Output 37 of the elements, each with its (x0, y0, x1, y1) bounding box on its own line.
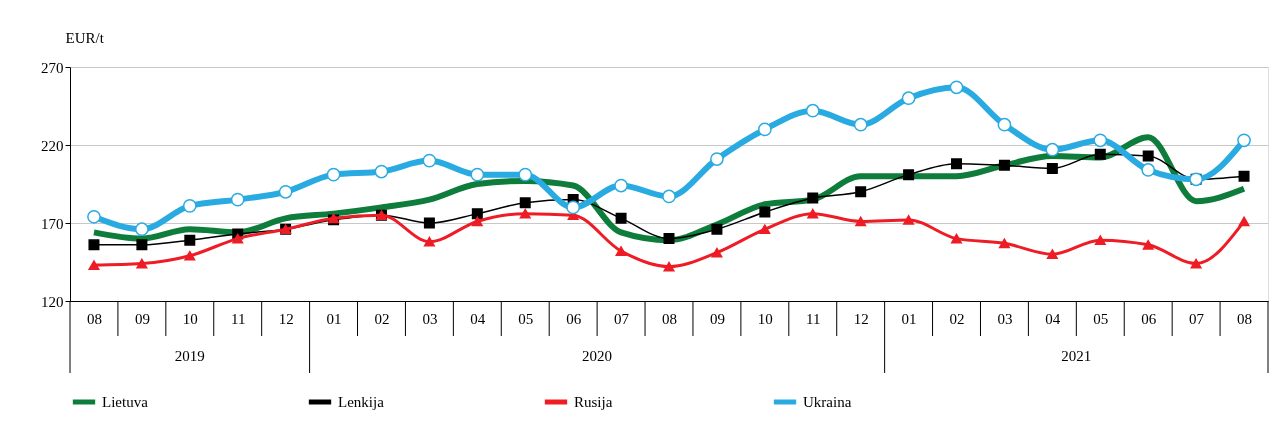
x-tick-label: 12 (278, 310, 294, 327)
x-tick-label: 05 (1093, 310, 1109, 327)
y-tick-label: 220 (41, 137, 64, 154)
text: 2019 (174, 348, 205, 364)
y-tick-label: 120 (41, 293, 64, 310)
legend-label: Ukraina (803, 394, 852, 410)
x-tick-label: 03 (422, 310, 438, 327)
x-tick-label: 08 (86, 310, 102, 327)
x-tick-label: 06 (566, 310, 582, 327)
text: 2020 (582, 348, 613, 364)
x-tick-label: 01 (901, 310, 917, 327)
x-tick-label: 02 (374, 310, 390, 327)
x-tick-label: 11 (806, 310, 821, 327)
x-tick-label: 08 (662, 310, 677, 327)
text: 2021 (1061, 348, 1092, 364)
y-axis-title: EUR/t (65, 29, 105, 46)
x-tick-label: 02 (949, 310, 965, 327)
x-tick-label: 09 (134, 310, 150, 327)
x-tick-label: 12 (853, 310, 869, 327)
legend-label: Lenkija (338, 394, 385, 410)
x-tick-label: 10 (757, 310, 773, 327)
legend-label: Lietuva (102, 394, 149, 410)
x-tick-label: 03 (997, 310, 1013, 327)
x-tick-label: 08 (1237, 310, 1253, 327)
x-tick-label: 11 (230, 310, 246, 327)
x-tick-label: 06 (1141, 310, 1157, 327)
x-tick-label: 07 (1189, 310, 1205, 327)
legend-label: Rusija (574, 394, 613, 410)
x-tick-label: 01 (326, 310, 342, 327)
x-tick-label: 04 (470, 310, 486, 327)
x-tick-label: 07 (614, 310, 630, 327)
x-tick-label: 05 (518, 310, 534, 327)
x-tick-label: 09 (709, 310, 725, 327)
x-tick-label: 04 (1045, 310, 1061, 327)
x-tick-label: 10 (182, 310, 198, 327)
y-tick-label: 170 (41, 215, 64, 232)
y-tick-label: 270 (41, 59, 64, 76)
